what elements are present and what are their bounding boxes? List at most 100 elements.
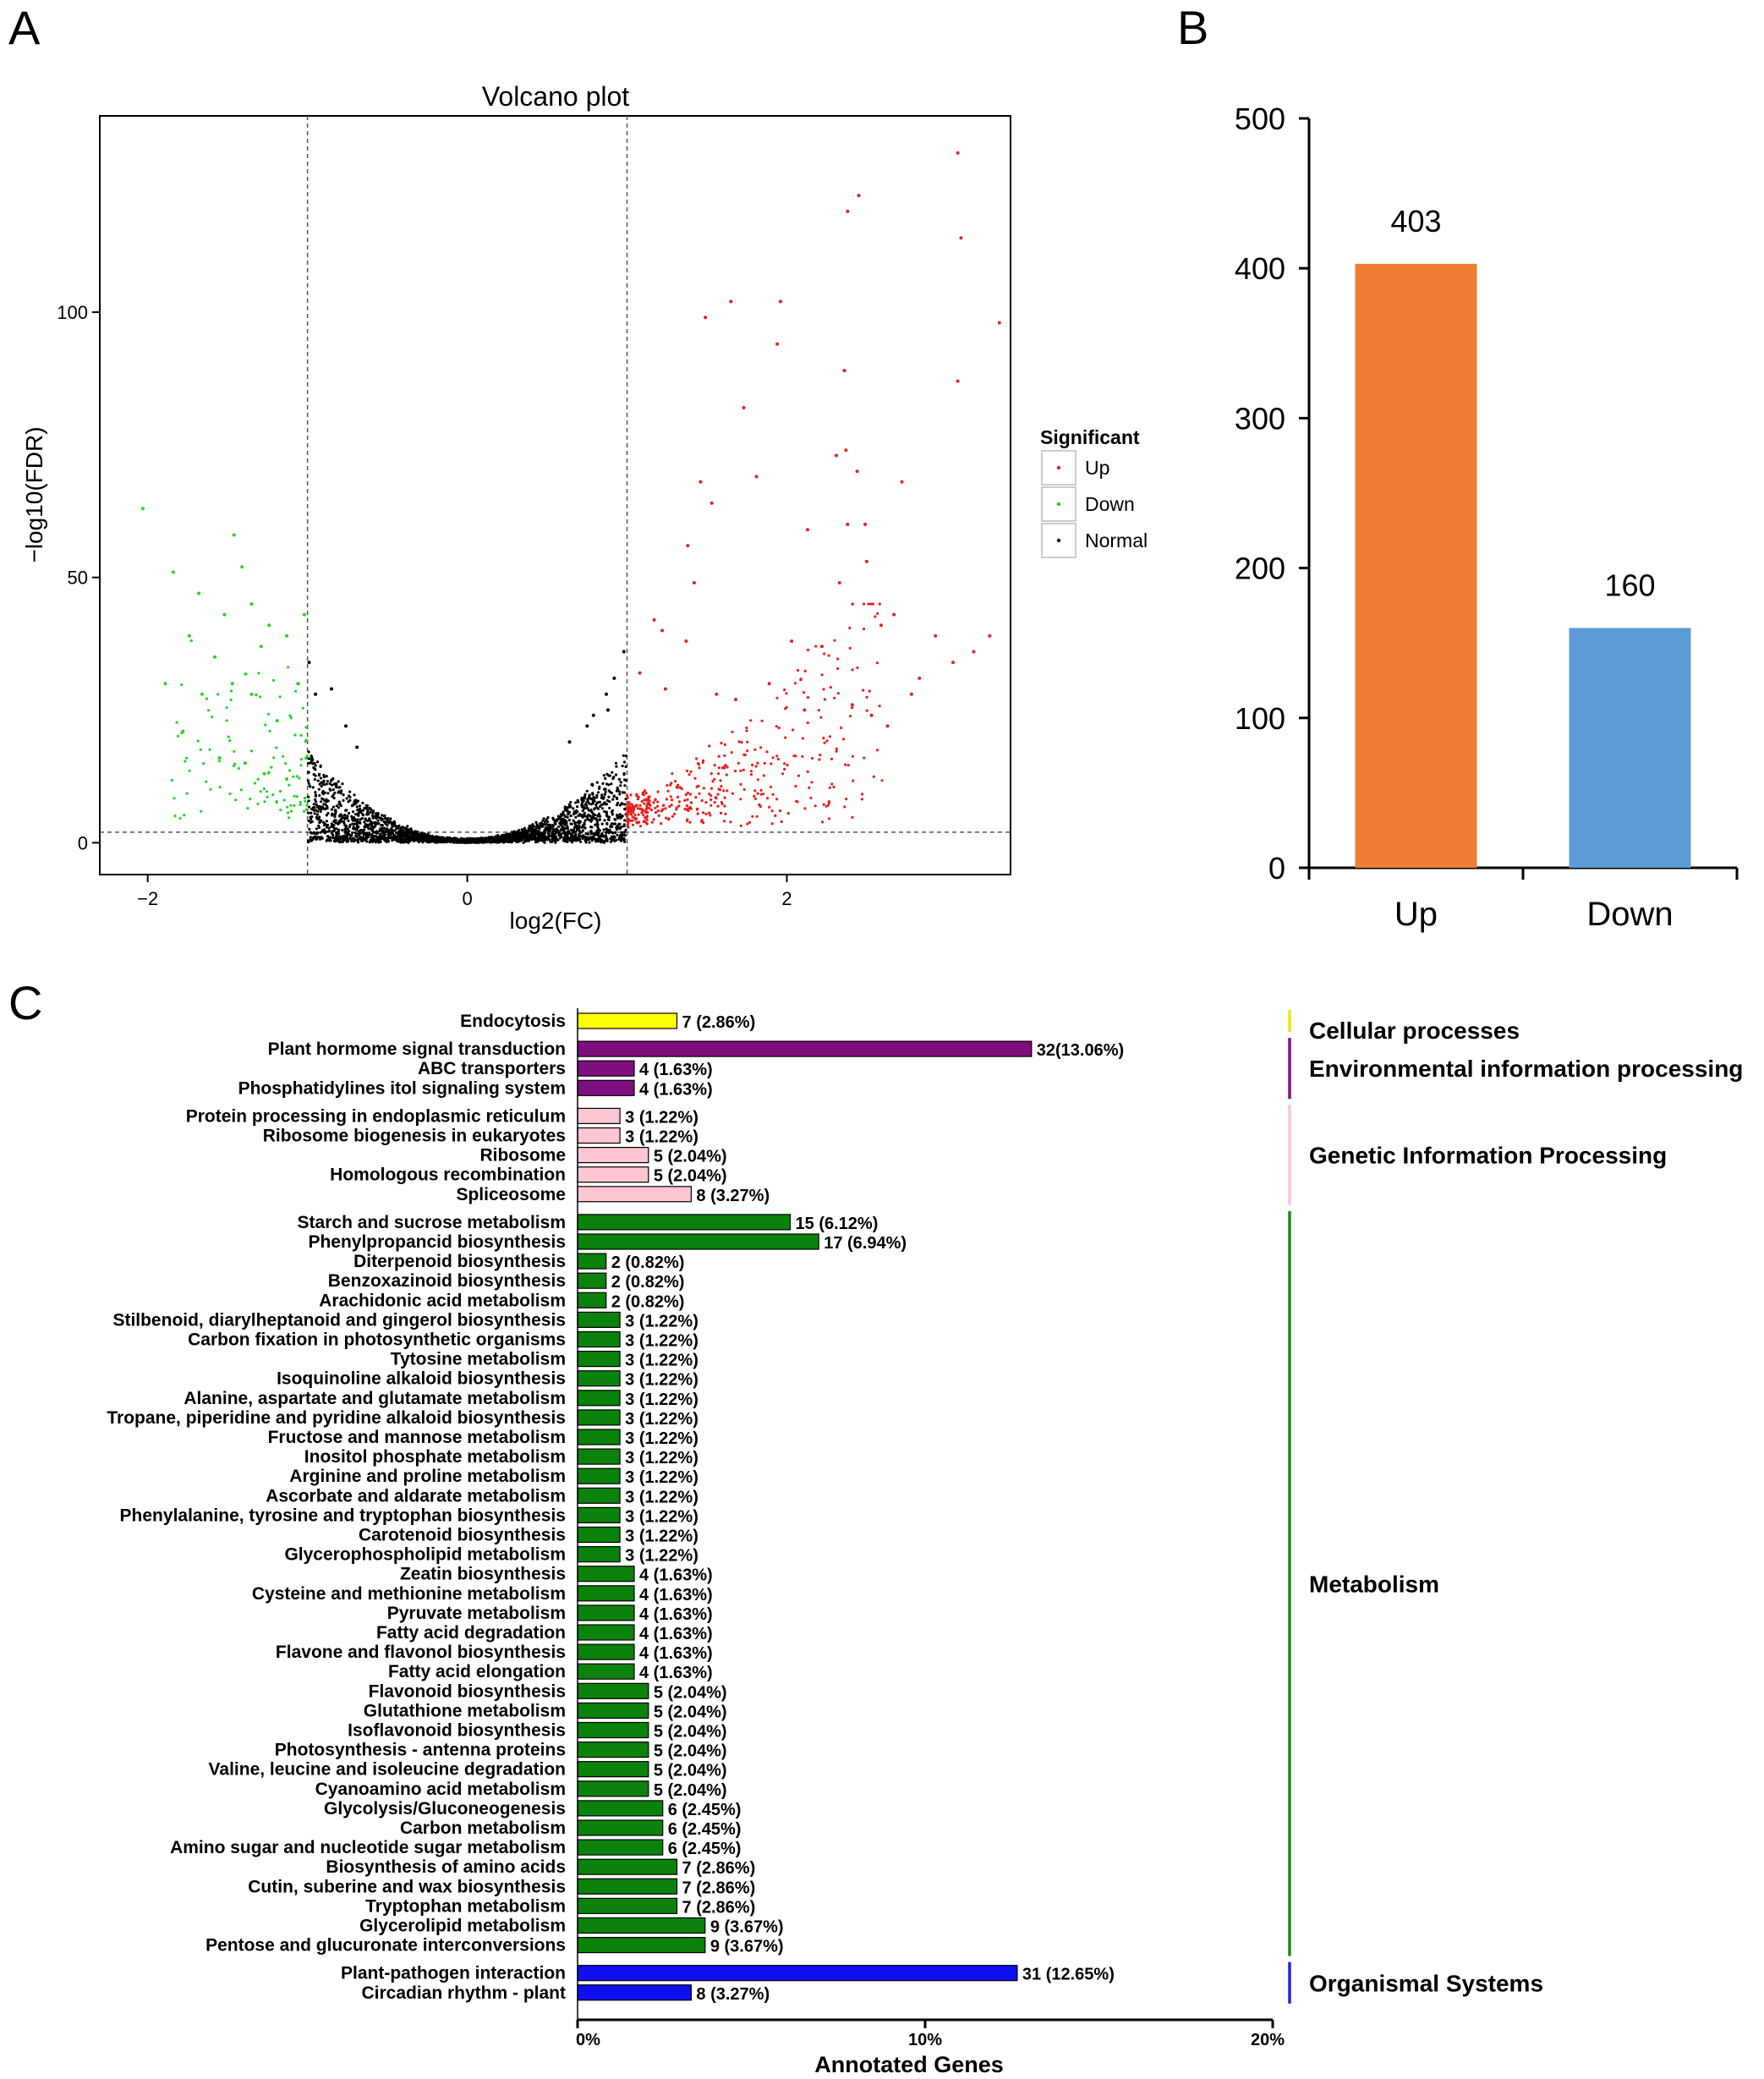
up-point [656, 804, 660, 808]
up-point [997, 321, 1001, 325]
normal-point [571, 830, 574, 833]
up-point [692, 581, 696, 584]
normal-point [612, 835, 616, 838]
up-point [689, 770, 693, 773]
kegg-value-label: 4 (1.63%) [639, 1586, 713, 1605]
normal-point [607, 795, 611, 798]
normal-point [512, 837, 517, 840]
up-point [864, 559, 868, 563]
normal-point [531, 837, 535, 841]
up-point [751, 763, 754, 767]
down-point [229, 689, 233, 693]
normal-point [371, 811, 375, 815]
normal-point [508, 837, 512, 841]
normal-point [408, 836, 412, 839]
up-point [661, 808, 665, 811]
up-point [951, 661, 955, 665]
kegg-value-label: 4 (1.63%) [639, 1644, 713, 1663]
normal-point [566, 815, 569, 819]
normal-point [337, 803, 341, 806]
up-point [830, 757, 834, 761]
down-point [293, 794, 296, 798]
down-point [218, 760, 222, 763]
up-point [892, 612, 896, 617]
up-point [717, 772, 720, 776]
normal-point [603, 793, 606, 797]
normal-point [594, 832, 598, 836]
normal-point [309, 820, 313, 824]
normal-point [593, 799, 596, 803]
up-point [731, 730, 734, 733]
normal-point [376, 822, 380, 826]
normal-point [583, 821, 586, 825]
normal-point [345, 797, 348, 800]
up-point [777, 727, 781, 730]
normal-point [348, 823, 352, 826]
kegg-bar [577, 1937, 706, 1954]
normal-point [439, 837, 442, 841]
normal-point [327, 826, 331, 830]
up-point [641, 810, 644, 814]
normal-point [590, 832, 594, 836]
normal-point [618, 793, 622, 796]
normal-point [342, 838, 345, 842]
normal-point [375, 816, 378, 820]
up-point [729, 299, 733, 304]
normal-point [611, 831, 615, 835]
kegg-pathway-label: Cysteine and methionine metabolism [252, 1584, 566, 1604]
normal-point [605, 772, 609, 776]
normal-point [376, 819, 380, 822]
kegg-value-label: 3 (1.22%) [625, 1128, 698, 1147]
normal-point [386, 824, 389, 827]
normal-point [334, 821, 337, 825]
up-point [869, 602, 873, 606]
up-point [731, 792, 735, 795]
up-point [722, 789, 726, 793]
up-point [704, 801, 708, 804]
kegg-value-label: 2 (0.82%) [611, 1292, 685, 1311]
normal-point [530, 830, 534, 834]
normal-point [490, 837, 494, 840]
normal-point [377, 840, 381, 843]
up-point [627, 821, 630, 825]
legend-marker-down [1056, 502, 1061, 507]
normal-point [311, 762, 315, 765]
up-point [806, 696, 810, 699]
up-point [671, 815, 675, 818]
up-point [704, 812, 708, 816]
normal-point [619, 816, 622, 820]
normal-point [545, 828, 549, 831]
normal-point [390, 823, 394, 826]
down-point [299, 764, 303, 767]
normal-point [321, 793, 325, 796]
normal-point [605, 838, 609, 842]
normal-point [593, 807, 596, 810]
up-point [631, 809, 634, 813]
normal-point [320, 797, 324, 800]
kegg-bar [577, 1166, 649, 1183]
normal-point [597, 812, 601, 815]
up-point [671, 772, 674, 776]
normal-point [583, 819, 587, 822]
kegg-bar [577, 1917, 706, 1934]
down-point [176, 734, 179, 738]
normal-point [622, 760, 627, 764]
normal-point [541, 819, 545, 822]
kegg-bar [577, 1330, 621, 1348]
normal-point [534, 841, 538, 844]
normal-point [539, 831, 542, 835]
normal-point [380, 824, 384, 827]
up-point [626, 823, 630, 826]
normal-point [389, 831, 392, 834]
down-point [299, 800, 302, 804]
normal-point [490, 840, 494, 843]
up-point [666, 789, 670, 793]
normal-point [398, 834, 402, 837]
normal-point [307, 799, 310, 803]
up-point [636, 807, 640, 810]
kegg-bar [577, 1272, 607, 1289]
normal-point [623, 819, 627, 822]
normal-point [617, 837, 621, 841]
up-point [677, 804, 681, 808]
kegg-pathway-label: Zeatin biosynthesis [400, 1565, 566, 1584]
